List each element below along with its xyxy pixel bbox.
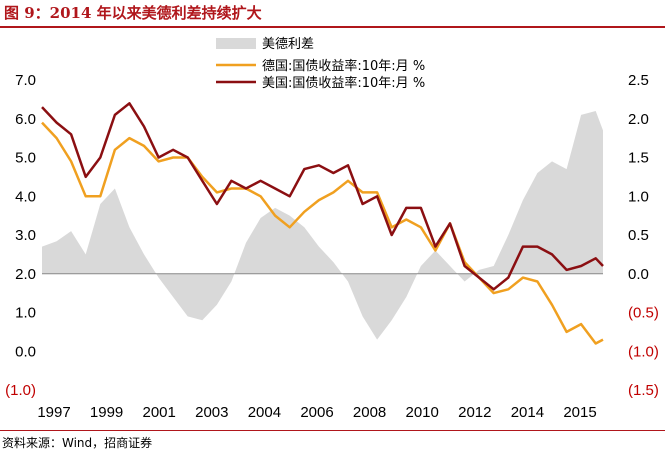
x-tick-label: 2008 [353,404,386,421]
spread-area [42,111,603,340]
x-tick-label: 2001 [143,404,176,421]
x-tick-label: 1999 [90,404,123,421]
legend-label-us: 美国:国债收益率:10年:月 % [262,75,425,91]
x-tick-label: 2012 [458,404,491,421]
legend: 美德利差 德国:国债收益率:10年:月 % 美国:国债收益率:10年:月 % [216,37,425,91]
y-left-tick-label: 4.0 [15,188,36,205]
figure-title: 图 9：2014 年以来美德利差持续扩大 [4,4,262,22]
y-left-tick-label: 0.0 [15,343,36,360]
y-right-tick-label: 1.0 [628,188,649,205]
y-right-tick-label: (0.5) [628,305,659,322]
y-right-tick-label: 0.0 [628,266,649,283]
y-right-tick-label: 0.5 [628,227,649,244]
y-left-tick-label: (1.0) [5,382,36,399]
tick-label-layer: (1.0) 0.0 1.0 2.0 3.0 4.0 5.0 6.0 7.0 (1.5) (1.0) (… [5,72,659,421]
source-note: 资料来源：Wind，招商证券 [2,436,153,450]
y-right-tick-label: (1.0) [628,343,659,360]
legend-label-spread: 美德利差 [262,37,314,52]
y-left-tick-label: 7.0 [15,72,36,89]
y-right-tick-label: 2.0 [628,111,649,128]
source-divider [0,430,665,431]
x-tick-label: 1997 [37,404,70,421]
y-left-tick-label: 6.0 [15,111,36,128]
x-tick-label: 2004 [248,404,281,421]
chart: (1.0) 0.0 1.0 2.0 3.0 4.0 5.0 6.0 7.0 (1.5) (1.0) (… [5,37,659,421]
y-left-tick-label: 5.0 [15,150,36,167]
y-left-tick-label: 3.0 [15,227,36,244]
x-tick-label: 2010 [406,404,439,421]
legend-label-germany: 德国:国债收益率:10年:月 % [262,58,425,74]
y-right-tick-label: (1.5) [628,382,659,399]
y-left-tick-label: 2.0 [15,266,36,283]
x-tick-label: 2015 [563,404,596,421]
x-tick-label: 2006 [300,404,333,421]
x-tick-label: 2003 [195,404,228,421]
title-divider [0,26,665,28]
x-tick-label: 2014 [511,404,544,421]
y-right-tick-label: 1.5 [628,150,649,167]
germany-yield-line [41,121,604,345]
spread-area-layer [42,111,603,340]
legend-swatch-spread [216,38,256,49]
line-layer [41,102,604,345]
us-yield-line [41,102,604,291]
y-left-tick-label: 1.0 [15,305,36,322]
y-right-tick-label: 2.5 [628,72,649,89]
